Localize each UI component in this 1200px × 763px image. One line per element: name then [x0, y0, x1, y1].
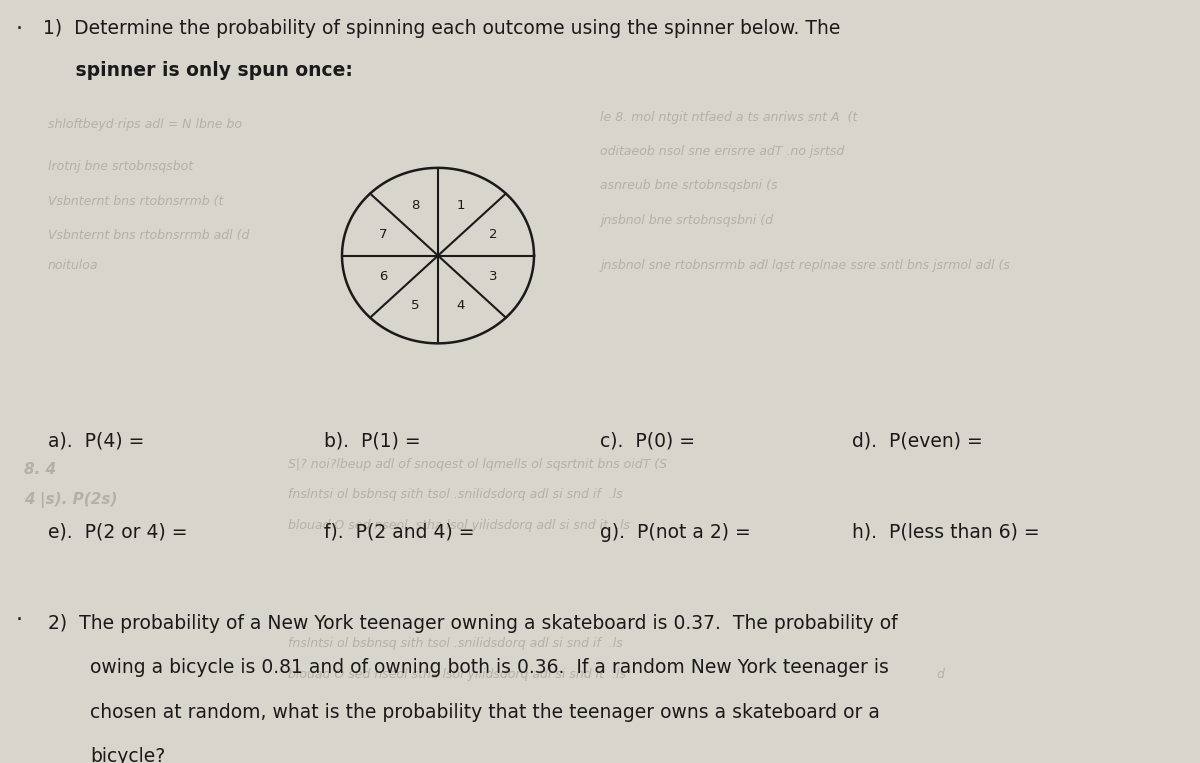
Text: 1)  Determine the probability of spinning each outcome using the spinner below. : 1) Determine the probability of spinning…	[43, 19, 840, 38]
Text: blouad O sed nseol  stha lsol yilidsdorq adl si snd it  .ls: blouad O sed nseol stha lsol yilidsdorq …	[288, 519, 630, 532]
Text: S|? noi?lbeup adl of snoqest ol lqmells ol sqsrtnit bns oidT (S: S|? noi?lbeup adl of snoqest ol lqmells …	[288, 458, 667, 471]
Text: 1: 1	[456, 199, 466, 212]
Text: a).  P(4) =: a). P(4) =	[48, 431, 144, 450]
Text: owing a bicycle is 0.81 and of owning both is 0.36.  If a random New York teenag: owing a bicycle is 0.81 and of owning bo…	[90, 658, 889, 678]
Text: bicycle?: bicycle?	[90, 747, 166, 763]
Text: 3: 3	[488, 270, 497, 283]
Text: e).  P(2 or 4) =: e). P(2 or 4) =	[48, 523, 187, 542]
Text: chosen at random, what is the probability that the teenager owns a skateboard or: chosen at random, what is the probabilit…	[90, 703, 880, 722]
Text: 2: 2	[488, 228, 497, 241]
Text: 4: 4	[456, 299, 464, 312]
Text: spinner is only spun once:: spinner is only spun once:	[43, 61, 353, 80]
Text: c).  P(0) =: c). P(0) =	[600, 431, 695, 450]
Text: lrotnj bne srtobnsqsbot: lrotnj bne srtobnsqsbot	[48, 160, 193, 173]
Text: Vsbnternt bns rtobnsrrmb (t: Vsbnternt bns rtobnsrrmb (t	[48, 195, 223, 208]
Text: jnsbnol bne srtobnsqsbni (d: jnsbnol bne srtobnsqsbni (d	[600, 214, 773, 227]
Text: ·: ·	[16, 19, 23, 39]
Text: f).  P(2 and 4) =: f). P(2 and 4) =	[324, 523, 474, 542]
Text: le 8. mol ntgit ntfaed a ts anriws snt A  (t: le 8. mol ntgit ntfaed a ts anriws snt A…	[600, 111, 857, 124]
Text: b).  P(1) =: b). P(1) =	[324, 431, 421, 450]
Text: 5: 5	[410, 299, 420, 312]
Text: 2)  The probability of a New York teenager owning a skateboard is 0.37.  The pro: 2) The probability of a New York teenage…	[48, 614, 898, 633]
Text: 8. 4: 8. 4	[24, 462, 56, 477]
Text: ·: ·	[16, 610, 23, 630]
Text: 7: 7	[379, 228, 388, 241]
Text: 4 |s). P(2s): 4 |s). P(2s)	[24, 492, 118, 508]
Text: oditaeob nsol sne erisrre adT .no jsrtsd: oditaeob nsol sne erisrre adT .no jsrtsd	[600, 145, 845, 158]
Text: fnslntsi ol bsbnsq sith tsol .snilidsdorq adl si snd if  .ls: fnslntsi ol bsbnsq sith tsol .snilidsdor…	[288, 488, 623, 501]
Text: g).  P(not a 2) =: g). P(not a 2) =	[600, 523, 751, 542]
Text: d: d	[936, 668, 944, 681]
Text: asnreub bne srtobnsqsbni (s: asnreub bne srtobnsqsbni (s	[600, 179, 778, 192]
Text: Vsbnternt bns rtobnsrrmb adl (d: Vsbnternt bns rtobnsrrmb adl (d	[48, 229, 250, 242]
Text: 8: 8	[412, 199, 420, 212]
Text: fnslntsi ol bsbnsq sith tsol .snilidsdorq adl si snd if  .ls: fnslntsi ol bsbnsq sith tsol .snilidsdor…	[288, 637, 623, 650]
Text: 6: 6	[379, 270, 388, 283]
Text: d).  P(even) =: d). P(even) =	[852, 431, 983, 450]
Text: h).  P(less than 6) =: h). P(less than 6) =	[852, 523, 1039, 542]
Text: shloftbeyd·rips adl = N lbne bo: shloftbeyd·rips adl = N lbne bo	[48, 118, 242, 131]
Text: jnsbnol sne rtobnsrrmb adl lqst replnae ssre.sntl bns jsrmol adl (s: jnsbnol sne rtobnsrrmb adl lqst replnae …	[600, 259, 1010, 272]
Text: noituloa: noituloa	[48, 259, 98, 272]
Text: blouad O sed nseol stha lsol yilidsdorq adl si snd it  .ls: blouad O sed nseol stha lsol yilidsdorq …	[288, 668, 626, 681]
